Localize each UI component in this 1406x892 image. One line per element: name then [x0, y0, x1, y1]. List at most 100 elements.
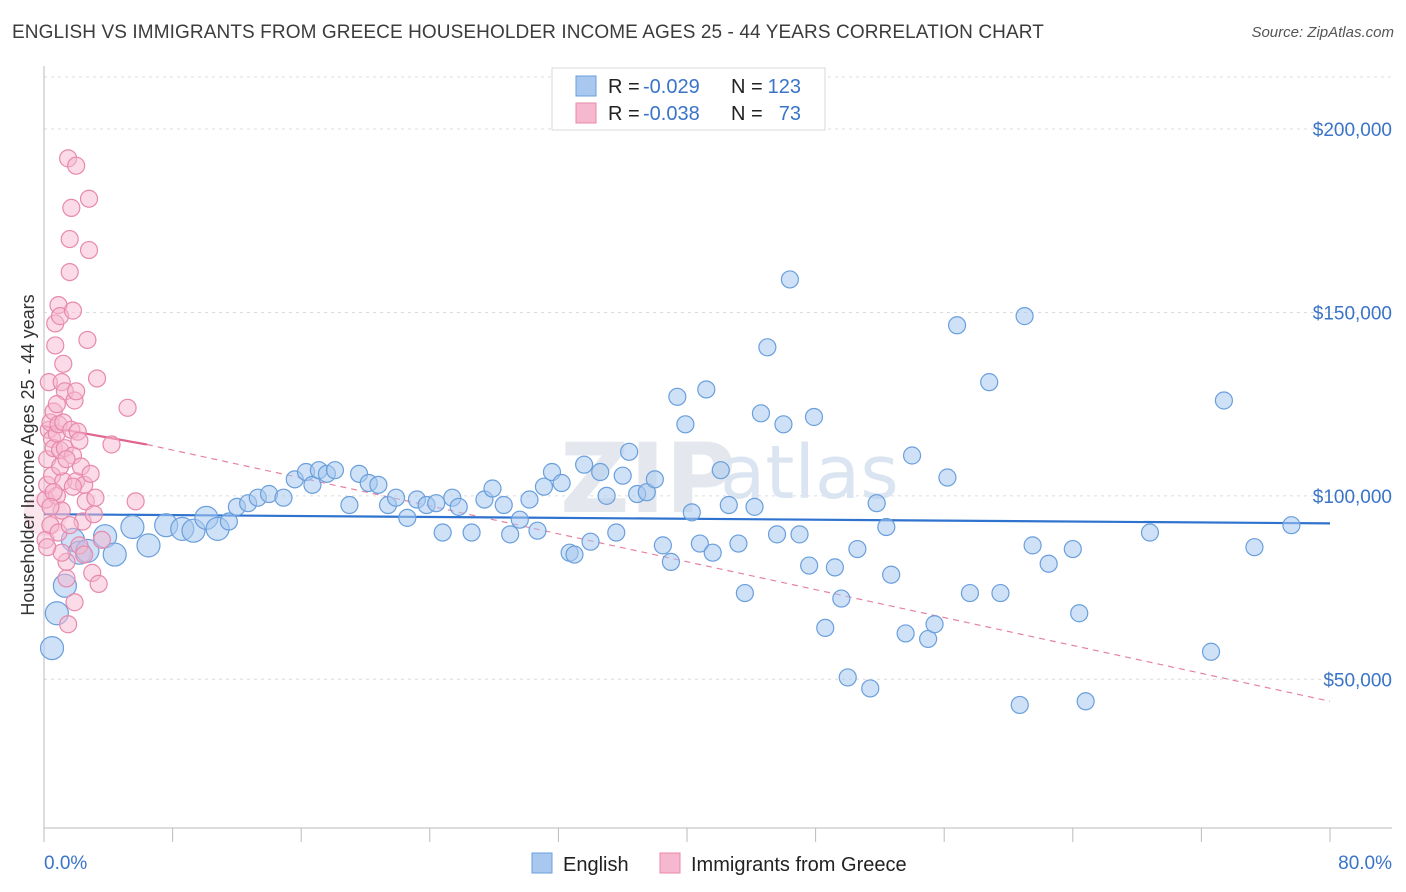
- english-point-84: [816, 618, 835, 638]
- greece-point-49: [79, 189, 99, 208]
- english-point-99: [960, 583, 980, 603]
- english-point-37: [433, 523, 452, 542]
- english-point-82: [800, 556, 819, 575]
- greece-point-62: [41, 497, 60, 516]
- english-point-75: [745, 497, 764, 516]
- english-point-72: [719, 495, 738, 515]
- greece-point-32: [62, 198, 81, 217]
- legend-n-value-2: 73: [779, 103, 801, 125]
- axes: [43, 66, 1392, 842]
- greece-point-31: [60, 229, 79, 249]
- legend-r-value-1: -0.029: [643, 76, 700, 98]
- english-point-63: [653, 536, 672, 555]
- english-point-90: [867, 494, 886, 513]
- english-point-108: [1076, 692, 1095, 711]
- greece-point-58: [44, 483, 63, 502]
- english-point-80: [780, 270, 799, 289]
- english-point-45: [510, 510, 529, 529]
- english-point-47: [528, 521, 547, 540]
- english-point-109: [1140, 523, 1160, 542]
- greece-point-13: [46, 336, 65, 355]
- english-point-81: [790, 525, 809, 544]
- bottom-legend-swatch-english: [531, 852, 553, 874]
- legend-n-value-1: 123: [768, 76, 801, 98]
- english-point-53: [575, 455, 594, 474]
- english-point-70: [703, 543, 722, 562]
- english-point-62: [645, 470, 664, 489]
- english-point-40: [462, 523, 481, 542]
- english-point-67: [682, 503, 701, 522]
- english-point-85: [825, 558, 844, 577]
- english-point-30: [369, 475, 388, 494]
- greece-point-67: [57, 450, 76, 469]
- english-point-83: [804, 407, 824, 427]
- greece-point-54: [87, 369, 107, 388]
- english-point-26: [325, 461, 345, 480]
- y-tick-label-0: $50,000: [1323, 670, 1392, 691]
- english-point-9: [136, 533, 161, 558]
- greece-point-55: [89, 574, 108, 593]
- greece-point-59: [60, 516, 79, 535]
- english-point-64: [661, 552, 681, 571]
- english-point-86: [832, 589, 851, 608]
- english-point-107: [1070, 604, 1089, 623]
- greece-point-52: [84, 505, 103, 524]
- english-point-106: [1063, 539, 1082, 559]
- greece-point-65: [118, 398, 137, 417]
- y-tick-label-1: $100,000: [1313, 487, 1392, 508]
- english-point-54: [581, 532, 600, 551]
- source-label: Source: ZipAtlas.com: [1251, 24, 1394, 41]
- english-point-15: [219, 512, 238, 531]
- english-point-79: [774, 415, 793, 434]
- bottom-legend-swatch-greece: [659, 852, 681, 874]
- x-tick-min: 0.0%: [44, 853, 87, 874]
- greece-point-60: [70, 431, 89, 450]
- legend-box: R = -0.029 N = 123 R = -0.038 N = 73: [551, 67, 826, 131]
- legend-n-label-2: N =: [731, 103, 763, 125]
- greece-point-64: [102, 435, 121, 454]
- english-point-52: [565, 545, 584, 564]
- greece-point-72: [38, 538, 57, 557]
- english-point-92: [882, 565, 901, 584]
- english-point-44: [501, 525, 520, 544]
- english-point-0: [39, 635, 65, 661]
- english-point-101: [991, 583, 1010, 603]
- english-point-88: [848, 539, 867, 559]
- english-point-57: [607, 523, 626, 542]
- bottom-legend: English Immigrants from Greece: [531, 852, 907, 876]
- english-point-74: [735, 583, 754, 603]
- greece-point-68: [47, 395, 66, 414]
- english-point-50: [552, 473, 571, 493]
- english-point-93: [896, 624, 915, 643]
- english-point-89: [861, 679, 880, 698]
- english-point-87: [838, 668, 857, 687]
- english-point-59: [620, 442, 639, 461]
- english-point-103: [1015, 307, 1034, 326]
- english-point-69: [697, 380, 716, 399]
- english-point-20: [274, 488, 293, 507]
- legend-n-label-1: N =: [731, 76, 763, 98]
- english-point-102: [1010, 695, 1029, 715]
- english-point-68: [690, 534, 709, 553]
- greece-point-37: [65, 593, 84, 612]
- greece-point-63: [63, 477, 83, 496]
- english-point-33: [398, 508, 417, 527]
- english-point-7: [102, 542, 127, 567]
- english-point-113: [1282, 516, 1301, 535]
- y-tick-label-2: $150,000: [1313, 303, 1392, 324]
- english-point-8: [120, 514, 145, 540]
- greece-points: [23, 149, 145, 634]
- greece-point-69: [75, 545, 94, 564]
- greece-point-47: [78, 330, 97, 350]
- y-tick-labels: $50,000 $100,000 $150,000 $200,000: [1313, 120, 1392, 691]
- greece-point-38: [67, 382, 86, 401]
- legend-swatch-greece: [575, 102, 597, 124]
- english-point-112: [1245, 538, 1264, 557]
- bottom-legend-greece: Immigrants from Greece: [691, 854, 907, 876]
- english-point-71: [711, 461, 730, 480]
- bottom-legend-english: English: [563, 854, 629, 876]
- english-point-96: [925, 615, 944, 634]
- english-point-110: [1201, 642, 1221, 661]
- english-point-36: [427, 494, 446, 513]
